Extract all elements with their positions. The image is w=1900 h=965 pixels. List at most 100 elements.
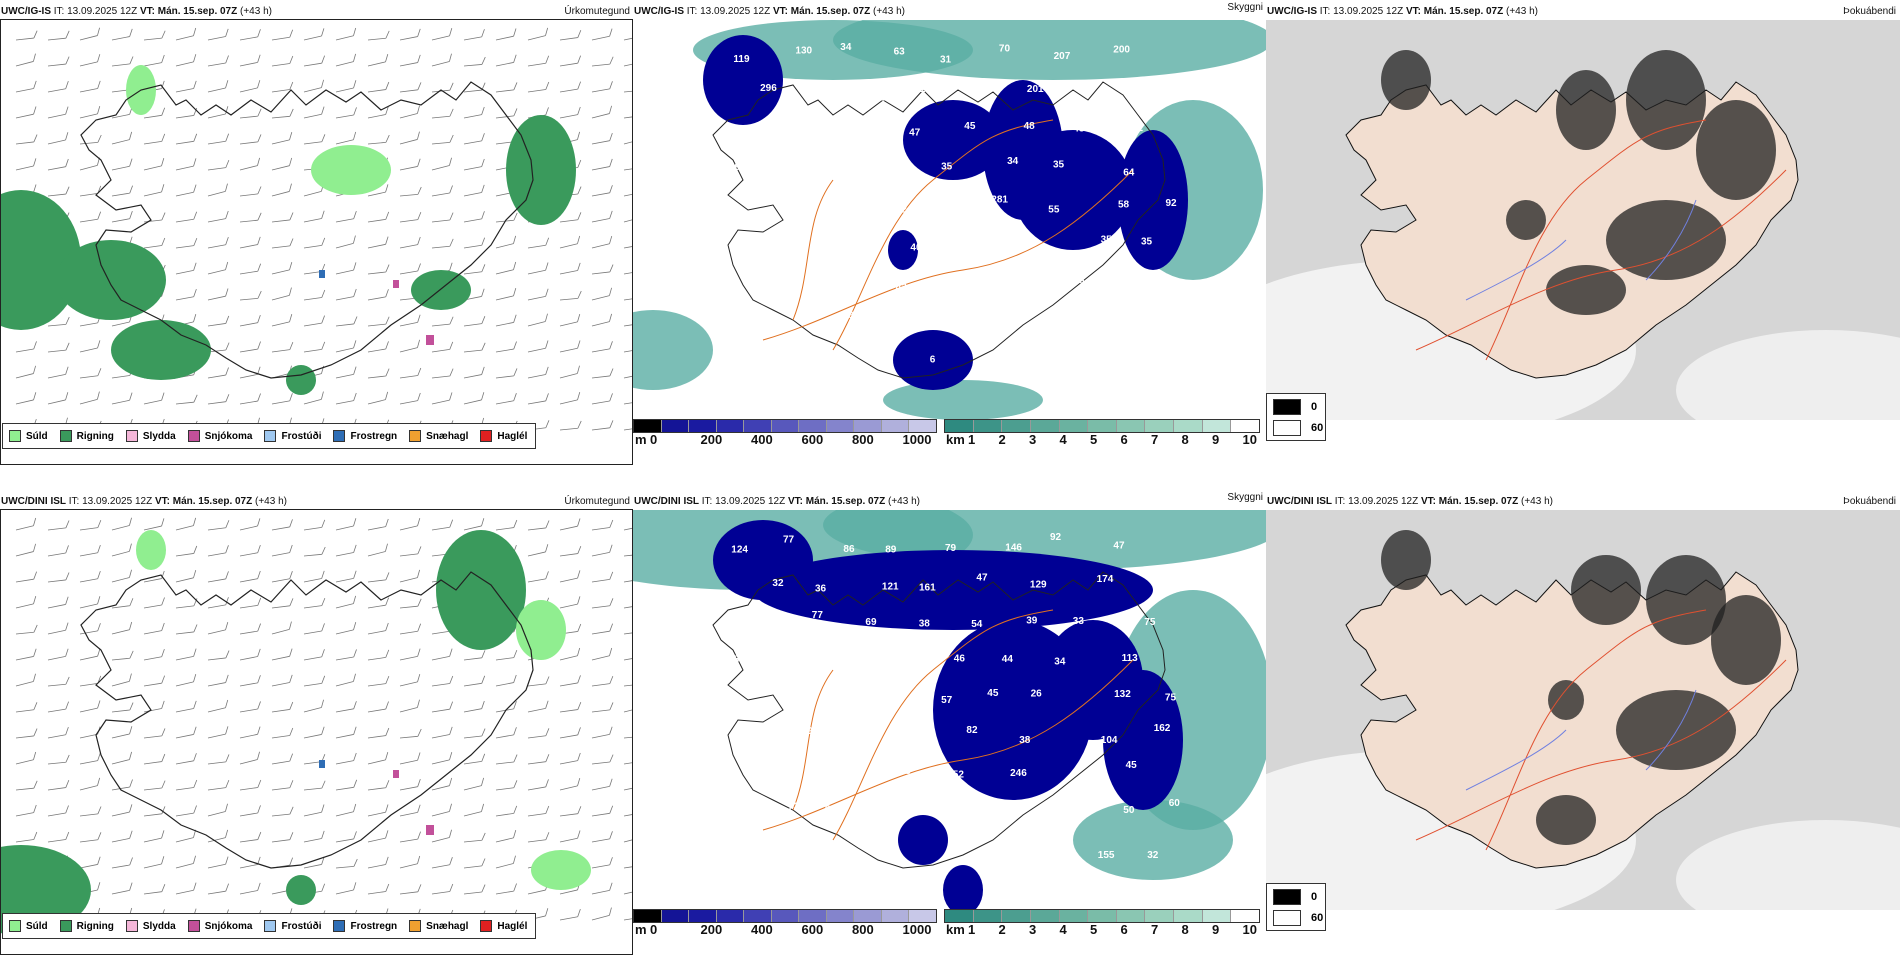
wind-barb — [271, 212, 294, 223]
colorbar-cell — [826, 910, 855, 922]
wind-barb — [207, 622, 229, 635]
wind-barb — [623, 889, 632, 895]
wind-barb — [143, 728, 166, 739]
ceiling-value-label: 29 — [820, 355, 832, 366]
wind-barb — [239, 157, 261, 171]
ceiling-value-label: 48 — [1024, 121, 1036, 132]
ceiling-value-label: 197 — [920, 84, 937, 95]
wind-barb — [367, 368, 390, 379]
wind-barb — [591, 132, 613, 145]
colorbar-cell — [1174, 420, 1203, 432]
wind-barb — [175, 805, 197, 817]
wind-barb — [591, 56, 614, 67]
wind-barb — [271, 183, 292, 197]
wind-barb — [559, 420, 582, 431]
wind-barb — [79, 623, 101, 635]
wind-barb — [367, 752, 389, 765]
wind-barb — [207, 261, 229, 275]
wind-barb — [271, 780, 294, 791]
colorbar-cell — [661, 910, 690, 922]
ceiling-value-label: 119 — [733, 54, 750, 65]
low-fog-index-area — [1548, 680, 1584, 720]
iceland-outline — [1345, 571, 1799, 869]
wind-barb — [431, 368, 454, 379]
wind-barb — [623, 578, 632, 583]
wind-barb — [399, 314, 421, 327]
wind-barb — [79, 570, 101, 583]
legend-swatch — [333, 920, 346, 932]
wind-barb — [303, 699, 324, 713]
wind-barb — [79, 54, 101, 67]
iceland-outline — [80, 81, 534, 379]
ceiling-value-label: 47 — [909, 128, 921, 139]
wind-barb — [15, 30, 38, 41]
wind-barb — [239, 751, 260, 765]
wind-barb — [591, 105, 612, 119]
wind-barb — [463, 133, 485, 145]
wind-barb — [111, 131, 133, 145]
low-fog-index-area — [1381, 50, 1431, 110]
wind-barb — [623, 553, 632, 557]
ceiling-value-label: 69 — [729, 162, 741, 173]
low-fog-index-area — [1696, 100, 1776, 200]
wind-barb — [591, 210, 613, 223]
wind-barb — [527, 366, 549, 379]
wind-barb — [623, 604, 632, 609]
ceiling-value-label: 79 — [945, 543, 957, 554]
wind-barb — [47, 56, 70, 67]
low-ceiling-area — [898, 815, 948, 865]
wind-barb — [175, 855, 196, 869]
wind-barb — [367, 134, 390, 145]
wind-barb — [143, 107, 166, 119]
visibility-colorbar — [944, 419, 1260, 433]
ceiling-value-label: 36 — [815, 583, 827, 594]
visibility-tick: 3 — [1029, 432, 1037, 447]
colorbar-cell — [1059, 910, 1089, 922]
ceiling-value-label: 121 — [882, 582, 899, 593]
wind-barb — [335, 882, 357, 895]
ceiling-value-label: 129 — [1030, 580, 1047, 591]
wind-barb — [367, 236, 389, 249]
wind-barb — [495, 754, 518, 765]
ceiling-value-label: 47 — [1113, 540, 1125, 551]
legend-swatch — [409, 430, 422, 442]
ceiling-value-label: 77 — [812, 610, 824, 621]
snow-area — [426, 335, 434, 345]
wind-barb — [591, 158, 613, 171]
wind-barb — [367, 289, 389, 301]
wind-barb — [527, 700, 549, 713]
wind-barb — [367, 701, 389, 713]
legend-label: Rigning — [76, 920, 114, 932]
wind-barb — [367, 727, 390, 739]
precip-area — [136, 530, 166, 570]
legend-swatch — [125, 920, 138, 932]
precip-area — [1, 845, 91, 935]
wind-barb — [431, 883, 454, 895]
wind-barb — [335, 80, 357, 93]
wind-barb — [207, 597, 229, 609]
precip-type-legend: Súld Rigning Slydda Snjókoma Frostúði Frostre… — [2, 913, 536, 939]
ceiling-value-label: 162 — [1154, 723, 1171, 734]
ceiling-value-label: 8 — [878, 350, 884, 361]
wind-barb — [591, 185, 613, 197]
ceiling-value-label: 35 — [1101, 235, 1113, 246]
wind-barb — [399, 804, 421, 817]
wind-barb — [207, 106, 229, 119]
wind-barb — [463, 56, 486, 67]
wind-barb — [15, 571, 38, 583]
wind-barb — [271, 727, 294, 739]
wind-barb — [143, 806, 166, 817]
legend-item: Súld — [9, 430, 48, 442]
legend-label: Snjókoma — [204, 430, 253, 442]
wind-barb — [623, 115, 632, 119]
wind-barb — [47, 30, 70, 41]
wind-barb — [111, 779, 133, 791]
wind-barb — [111, 569, 132, 583]
wind-barb — [431, 803, 452, 817]
wind-barb — [335, 107, 357, 119]
wind-barb — [143, 184, 165, 197]
low-visibility-area — [633, 310, 713, 390]
wind-barb — [79, 80, 101, 93]
ceiling-value-label: 37 — [805, 283, 817, 294]
wind-barb — [399, 699, 420, 713]
